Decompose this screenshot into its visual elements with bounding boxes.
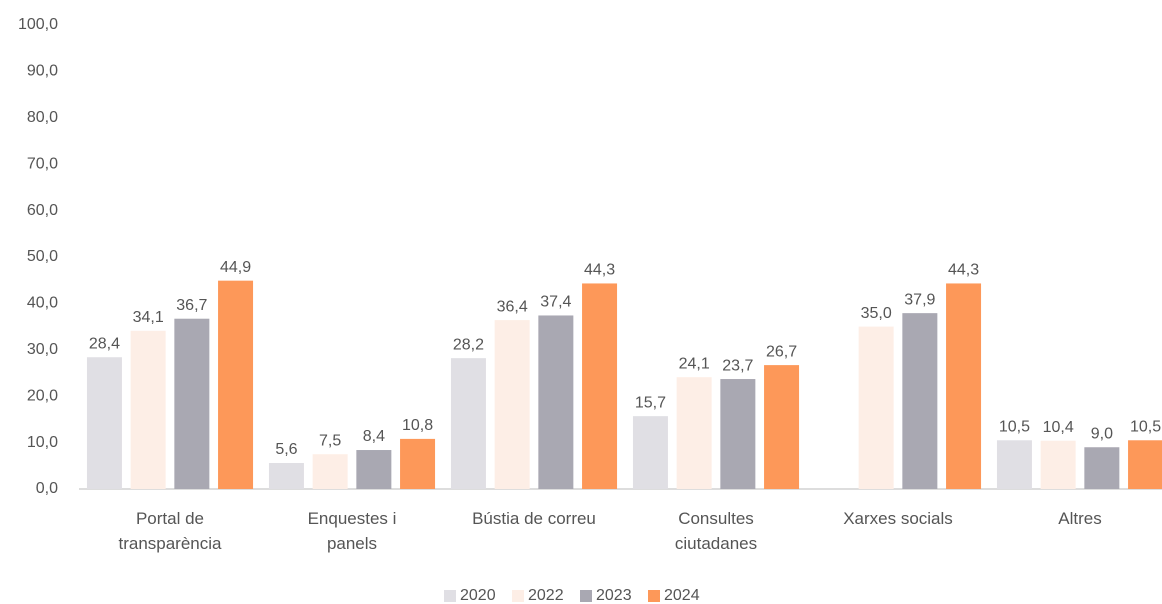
bar [902, 313, 938, 489]
legend-swatch [444, 590, 456, 602]
legend-label: 2020 [460, 587, 496, 604]
value-label: 7,5 [319, 432, 341, 449]
value-label: 37,9 [904, 291, 935, 308]
bar [720, 379, 756, 489]
bar [764, 365, 800, 489]
value-label: 28,4 [89, 335, 120, 352]
value-label: 44,3 [584, 262, 615, 279]
y-tick-label: 0,0 [36, 480, 58, 497]
x-tick-label: Xarxes socials [843, 509, 953, 528]
value-label: 34,1 [133, 309, 164, 326]
x-tick-label: Portal de transparència [118, 509, 222, 553]
value-label: 36,7 [176, 297, 207, 314]
y-tick-label: 20,0 [27, 387, 58, 404]
value-label: 44,9 [220, 259, 251, 276]
bar [218, 280, 254, 489]
bar [268, 463, 304, 489]
bar [174, 318, 210, 489]
bar [1084, 447, 1120, 489]
bar [858, 326, 894, 489]
value-label: 23,7 [722, 357, 753, 374]
value-label: 24,1 [679, 355, 710, 372]
value-label: 37,4 [540, 294, 571, 311]
value-label: 8,4 [363, 428, 385, 445]
y-tick-label: 70,0 [27, 155, 58, 172]
bar [130, 330, 166, 489]
value-label: 15,7 [635, 394, 666, 411]
legend-label: 2023 [596, 587, 632, 604]
value-label: 5,6 [275, 441, 297, 458]
bar [494, 320, 530, 489]
bar [1128, 440, 1162, 489]
y-tick-label: 90,0 [27, 63, 58, 80]
y-tick-label: 60,0 [27, 202, 58, 219]
y-tick-label: 50,0 [27, 248, 58, 265]
bar [312, 454, 348, 489]
legend-label: 2022 [528, 587, 564, 604]
bar [86, 357, 122, 489]
y-tick-label: 30,0 [27, 341, 58, 358]
value-label: 35,0 [861, 305, 892, 322]
value-label: 10,5 [999, 418, 1030, 435]
x-tick-label: Bústia de correu [472, 509, 596, 528]
y-tick-label: 10,0 [27, 434, 58, 451]
bar [676, 377, 712, 489]
bar [996, 440, 1032, 489]
value-label: 10,5 [1130, 418, 1161, 435]
y-tick-label: 40,0 [27, 295, 58, 312]
bar [632, 416, 668, 489]
legend-swatch [648, 590, 660, 602]
value-label: 36,4 [497, 298, 528, 315]
legend-label: 2024 [664, 587, 700, 604]
x-tick-label: Consultes ciutadanes [674, 509, 758, 553]
legend-swatch [580, 590, 592, 602]
bar [1040, 440, 1076, 489]
x-tick-label: Enquestes i panels [307, 509, 397, 553]
value-label: 28,2 [453, 336, 484, 353]
y-tick-label: 80,0 [27, 109, 58, 126]
value-label: 10,4 [1043, 419, 1074, 436]
x-tick-label: Altres [1058, 509, 1102, 528]
bar [946, 283, 982, 489]
value-label: 10,8 [402, 417, 433, 434]
bar [450, 358, 486, 489]
value-label: 9,0 [1091, 425, 1113, 442]
bar [538, 315, 574, 489]
bar [400, 438, 436, 489]
legend-swatch [512, 590, 524, 602]
bar [356, 450, 392, 489]
y-tick-label: 100,0 [18, 16, 58, 33]
bar [582, 283, 618, 489]
value-label: 44,3 [948, 262, 979, 279]
value-label: 26,7 [766, 343, 797, 360]
